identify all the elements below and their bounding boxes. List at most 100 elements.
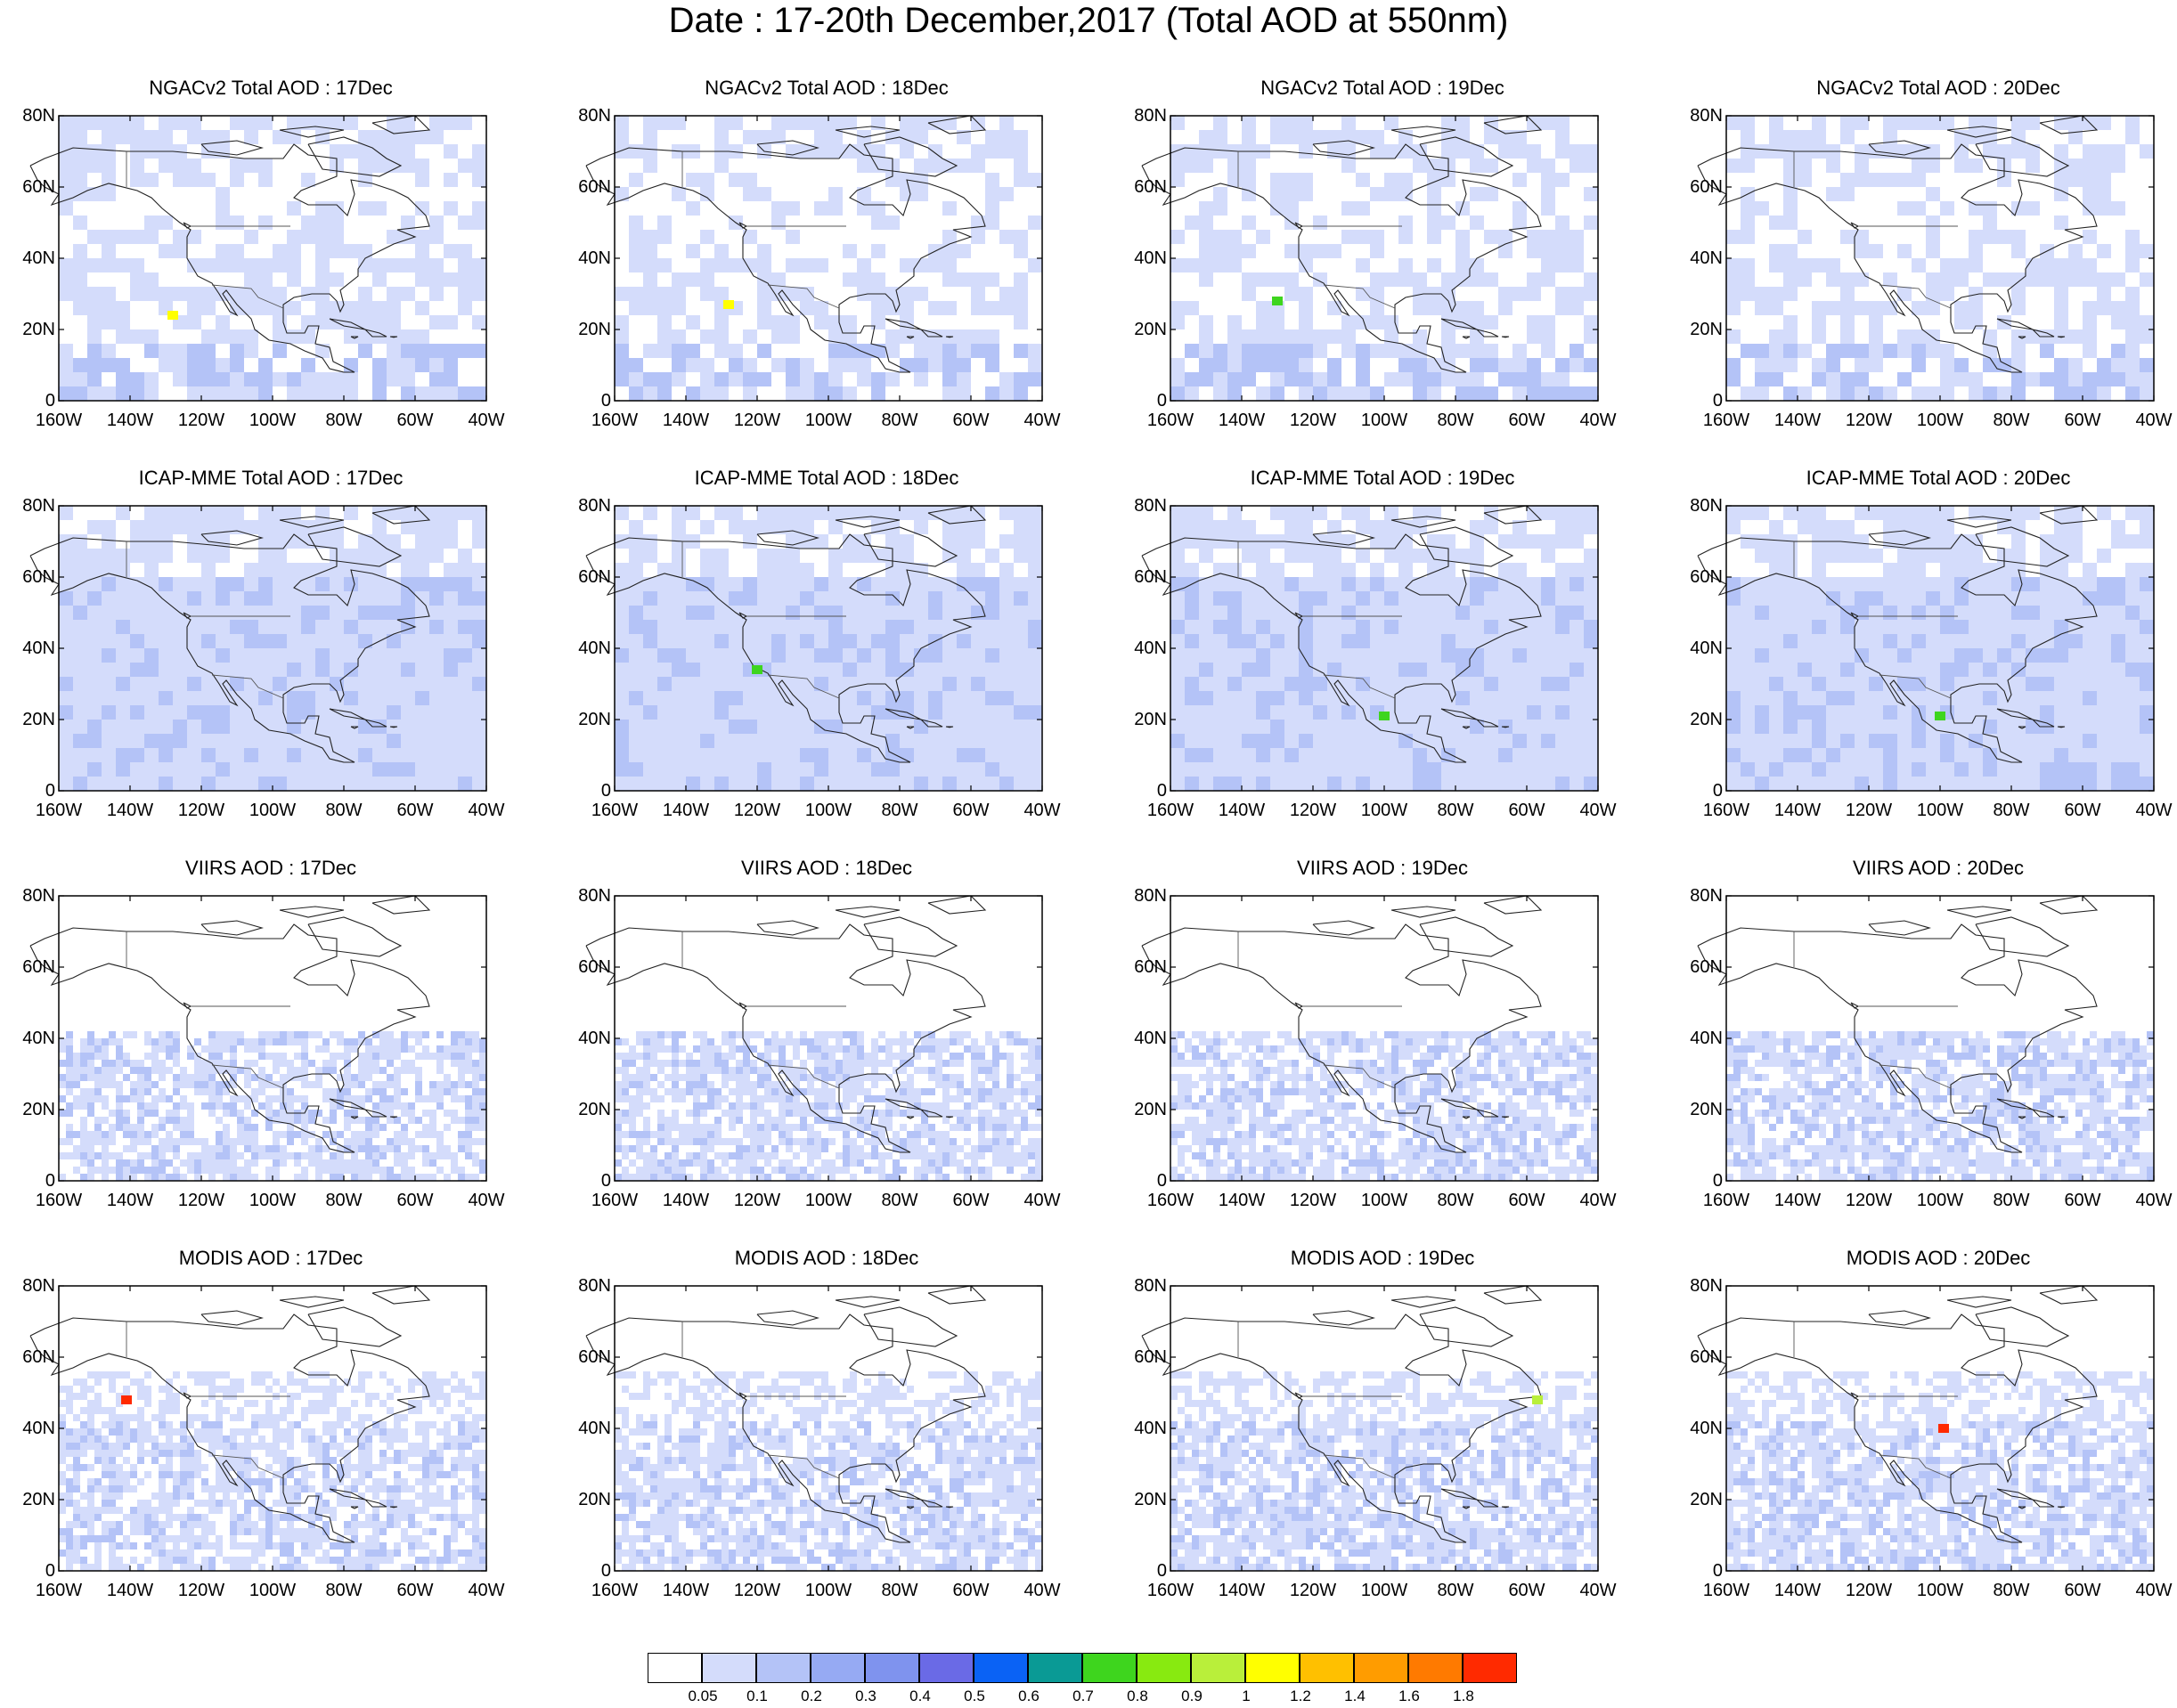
aod-cell — [1014, 372, 1028, 386]
aod-cell — [230, 1174, 237, 1181]
aod-cell — [408, 1117, 415, 1124]
aod-cell — [686, 734, 700, 748]
aod-field — [59, 116, 486, 401]
aod-cell — [1227, 520, 1242, 534]
aod-cell — [1242, 634, 1256, 648]
aod-cell — [1284, 549, 1299, 563]
aod-cell — [786, 287, 800, 301]
aod-cell — [187, 173, 201, 187]
aod-cell — [330, 534, 344, 549]
aod-cell — [372, 1117, 379, 1124]
aod-cell — [1028, 520, 1042, 534]
aod-cell — [244, 116, 258, 130]
aod-cell — [244, 329, 258, 344]
aod-cell — [2097, 386, 2111, 401]
aod-cell — [828, 520, 843, 534]
aod-cell — [871, 201, 885, 216]
aod-cell — [1997, 173, 2011, 187]
aod-cell — [187, 1159, 194, 1167]
aod-cell — [729, 734, 743, 748]
aod-cell — [2111, 720, 2125, 734]
aod-cell — [1570, 705, 1584, 720]
aod-cell — [173, 720, 187, 734]
aod-cell — [1470, 591, 1484, 606]
aod-cell — [1427, 187, 1441, 201]
aod-cell — [1798, 386, 1812, 401]
lat-label: 60N — [1690, 567, 1723, 587]
aod-cell — [394, 1038, 401, 1045]
aod-cell — [1983, 606, 1997, 620]
aod-cell — [301, 734, 315, 748]
aod-cell — [1926, 549, 1940, 563]
aod-cell — [900, 648, 914, 663]
aod-cell — [843, 244, 857, 258]
aod-cell — [657, 287, 672, 301]
aod-cell — [372, 315, 387, 329]
aod-cell — [1940, 777, 1954, 791]
aod-cell — [957, 520, 971, 534]
aod-cell — [1498, 372, 1512, 386]
aod-cell — [2140, 358, 2154, 372]
aod-cell — [1897, 144, 1912, 159]
aod-cell — [1199, 130, 1213, 144]
aod-cell — [2068, 549, 2083, 563]
aod-cell — [273, 329, 287, 344]
aod-cell — [87, 1174, 94, 1181]
aod-cell — [1398, 691, 1413, 705]
aod-cell — [1755, 691, 1769, 705]
aod-cell — [1798, 648, 1812, 663]
aod-cell — [116, 1110, 123, 1117]
aod-cell — [173, 358, 187, 372]
aod-cell — [1584, 677, 1598, 691]
aod-cell — [444, 762, 458, 777]
aod-cell — [173, 344, 187, 358]
aod-cell — [1170, 563, 1185, 577]
aod-cell — [857, 1038, 864, 1045]
aod-cell — [1855, 663, 1869, 677]
aod-cell — [985, 634, 999, 648]
aod-cell — [1983, 663, 1997, 677]
aod-cell — [73, 677, 87, 691]
aod-cell — [102, 677, 116, 691]
aod-cell — [1512, 748, 1527, 762]
aod-cell — [1170, 315, 1185, 329]
aod-cell — [871, 591, 885, 606]
island-outline — [1946, 516, 2012, 528]
aod-cell — [458, 1174, 465, 1181]
aod-cell — [1441, 272, 1455, 287]
aod-cell — [280, 1060, 287, 1067]
aod-cell — [73, 591, 87, 606]
aod-cell — [287, 606, 301, 620]
aod-cell — [144, 577, 159, 591]
aod-cell — [2111, 358, 2125, 372]
aod-cell — [1954, 634, 1969, 648]
aod-cell — [1441, 777, 1455, 791]
aod-cell — [928, 734, 942, 748]
aod-cell — [436, 1131, 444, 1138]
island-outline — [945, 336, 954, 338]
aod-cell — [729, 720, 743, 734]
aod-cell — [94, 1088, 102, 1095]
aod-cell — [914, 591, 928, 606]
aod-cell — [330, 244, 344, 258]
aod-cell — [130, 549, 144, 563]
aod-cell — [1014, 315, 1028, 329]
aod-cell — [1341, 577, 1356, 591]
aod-cell — [871, 777, 885, 791]
aod-cell — [843, 634, 857, 648]
aod-cell — [144, 663, 159, 677]
aod-cell — [1826, 648, 1840, 663]
aod-cell — [322, 1060, 330, 1067]
aod-cell — [1341, 329, 1356, 344]
aod-cell — [130, 1174, 137, 1181]
aod-cell — [230, 1167, 237, 1174]
aod-cell — [102, 1102, 109, 1110]
aod-cell — [1299, 734, 1313, 748]
aod-cell — [1398, 648, 1413, 663]
aod-cell — [1427, 634, 1441, 648]
aod-cell — [180, 1174, 187, 1181]
aod-cell — [429, 648, 444, 663]
aod-cell — [159, 1138, 166, 1145]
aod-cell — [458, 1031, 465, 1038]
aod-cell — [1370, 777, 1384, 791]
